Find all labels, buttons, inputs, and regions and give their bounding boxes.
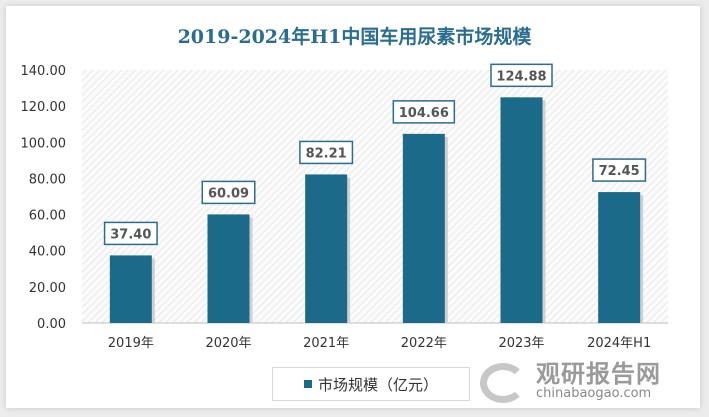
bar (598, 192, 641, 323)
data-label-box (103, 221, 158, 246)
data-label: 37.40 (110, 227, 151, 242)
data-label: 72.45 (599, 164, 640, 179)
watermark-cn: 观研报告网 (536, 360, 661, 388)
data-label: 60.09 (208, 186, 249, 201)
bar (500, 97, 543, 323)
y-tick-label: 120.00 (21, 100, 67, 115)
y-tick-label: 20.00 (29, 281, 66, 296)
bar (305, 174, 348, 323)
chart-title: 2019-2024年H1中国车用尿素市场规模 (177, 26, 532, 48)
data-label-box (490, 63, 553, 88)
y-tick-label: 60.00 (29, 209, 66, 224)
y-tick-label: 0.00 (37, 317, 66, 332)
legend-label: 市场规模（亿元） (317, 375, 438, 394)
watermark-en: chinabaogao.com (536, 386, 652, 402)
legend-swatch (303, 380, 312, 388)
x-tick-label: 2022年 (401, 336, 447, 351)
bar (402, 133, 445, 323)
y-tick-label: 100.00 (21, 136, 67, 151)
x-tick-label: 2023年 (498, 336, 544, 351)
y-tick-label: 40.00 (29, 245, 66, 260)
x-tick-label: 2019年 (108, 336, 154, 351)
data-label: 124.88 (496, 69, 546, 84)
watermark-logo-icon (480, 363, 526, 403)
data-label-box (392, 100, 456, 124)
x-tick-label: 2020年 (205, 336, 251, 351)
y-tick-label: 80.00 (29, 172, 66, 187)
data-label-box (201, 180, 256, 205)
bar (109, 255, 152, 323)
legend: 市场规模（亿元） (272, 367, 470, 401)
x-tick-label: 2024年H1 (587, 336, 651, 351)
data-label: 82.21 (306, 146, 347, 161)
watermark-logo: 观研报告网 chinabaogao.com (478, 360, 661, 403)
x-tick-label: 2021年 (303, 336, 349, 351)
data-label: 104.66 (399, 106, 449, 121)
bar (207, 214, 250, 323)
plot-area (82, 70, 668, 323)
y-tick-label: 140.00 (21, 64, 67, 79)
data-label-box (299, 140, 354, 165)
data-label-box (592, 158, 647, 182)
